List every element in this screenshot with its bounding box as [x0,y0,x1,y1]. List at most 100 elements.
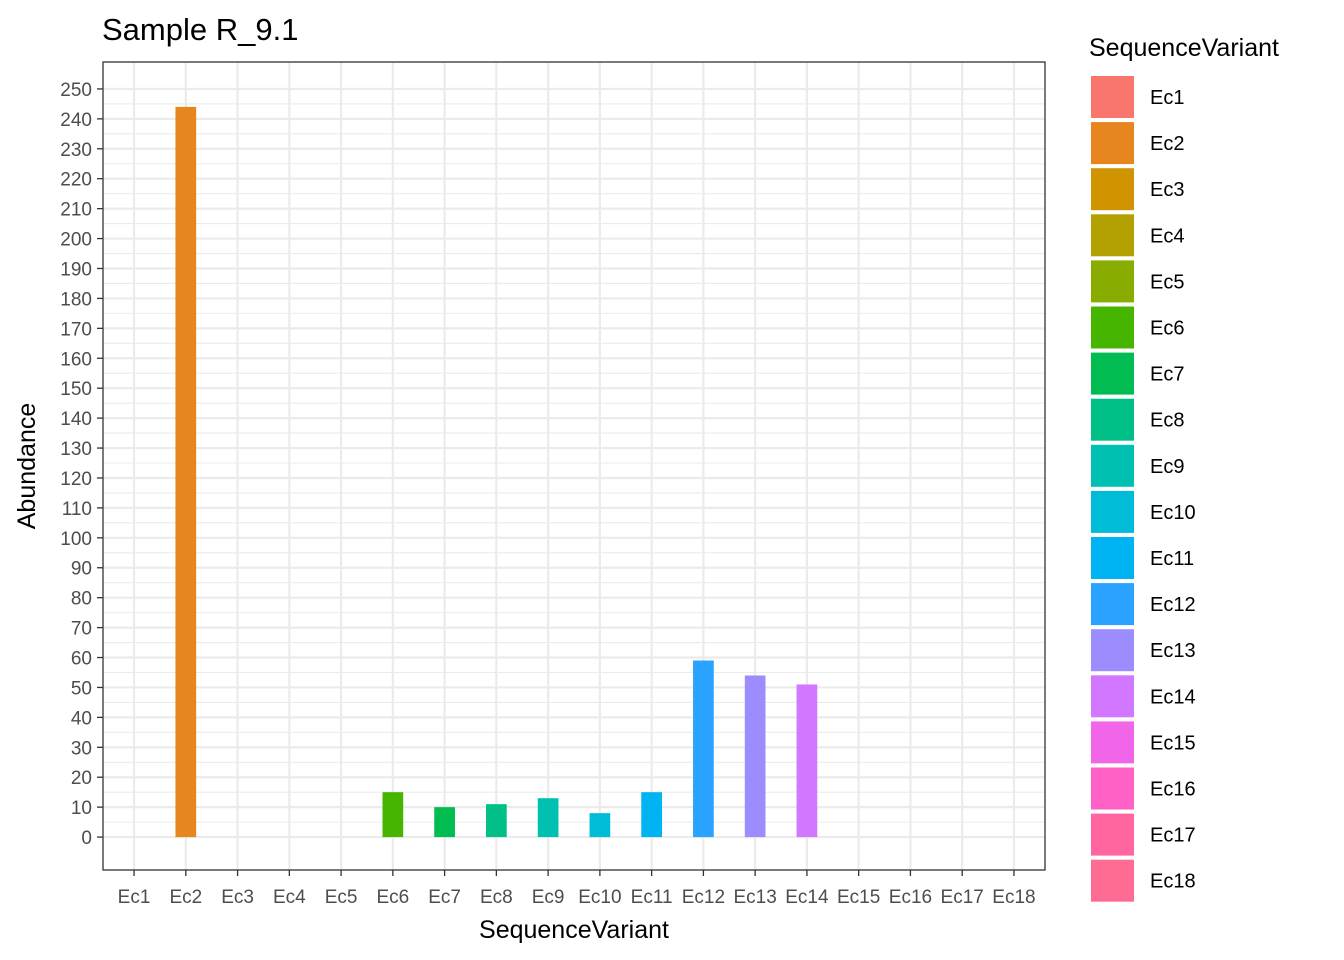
legend-key [1091,767,1134,810]
bar-ec7 [434,807,455,838]
legend-item-ec14: Ec14 [1091,675,1196,718]
x-tick-label: Ec7 [428,887,461,908]
legend-item-ec12: Ec12 [1091,583,1196,626]
y-tick-label: 250 [60,80,92,101]
legend-key [1091,813,1134,856]
x-tick-label: Ec9 [532,887,565,908]
bar-ec9 [537,798,559,838]
y-tick-label: 70 [71,619,92,640]
y-tick-label: 210 [60,200,92,221]
legend-item-ec6: Ec6 [1091,306,1184,349]
legend: SequenceVariant Ec1 Ec2 Ec3 Ec4 Ec5 Ec6 Ec7 Ec8… [1089,34,1279,902]
y-tick-label: 200 [60,230,92,251]
legend-key [1091,490,1134,533]
y-tick-label: 180 [60,289,92,310]
bar-ec12 [693,660,714,838]
x-tick-label: Ec10 [578,887,621,908]
y-tick-label: 230 [60,140,92,161]
y-tick-label: 190 [60,259,92,280]
legend-key [1091,76,1134,118]
plot-border [102,61,1046,871]
legend-item-ec1: Ec1 [1091,76,1184,118]
y-axis-title: Abundance [13,403,41,530]
x-tick-label: Ec5 [325,887,358,908]
legend-item-ec17: Ec17 [1091,813,1196,856]
x-tick-label: Ec18 [992,887,1035,908]
legend-key [1091,168,1134,211]
legend-item-ec15: Ec15 [1091,721,1196,764]
legend-label: Ec17 [1150,825,1196,847]
legend-item-ec4: Ec4 [1091,214,1184,257]
y-axis: 0 10 20 30 40 50 60 70 80 90 100 110 120 130 140 150 160… [60,80,103,849]
x-tick-label: Ec2 [169,887,202,908]
legend-label: Ec3 [1150,179,1184,201]
x-axis: Ec1 Ec2 Ec3 Ec4 Ec5 Ec6 Ec7 Ec8 Ec9 Ec10 Ec11 Ec12 E… [118,870,1036,908]
legend-key [1091,306,1134,349]
legend-key [1091,721,1134,764]
bar-ec11 [641,792,662,838]
legend-key [1091,537,1134,579]
y-tick-label: 100 [60,529,92,550]
y-tick-label: 220 [60,170,92,191]
bars [175,106,818,838]
legend-key [1091,675,1134,718]
x-tick-label: Ec17 [941,887,984,908]
y-tick-label: 30 [71,738,92,759]
y-tick-label: 90 [71,559,92,580]
legend-key [1091,444,1134,487]
legend-item-ec16: Ec16 [1091,767,1196,810]
bar-ec6 [382,792,404,838]
legend-item-ec8: Ec8 [1091,398,1184,441]
legend-item-ec10: Ec10 [1091,490,1196,533]
x-axis-title: SequenceVariant [479,916,669,944]
x-tick-label: Ec3 [221,887,254,908]
legend-label: Ec16 [1150,779,1196,801]
y-tick-label: 240 [60,110,92,131]
x-tick-label: Ec8 [480,887,513,908]
plot-panel [103,62,1045,870]
legend-label: Ec7 [1150,364,1184,386]
legend-item-ec13: Ec13 [1091,629,1196,672]
legend-key [1091,260,1134,303]
y-tick-label: 60 [71,649,92,670]
bar-ec13 [744,675,766,838]
legend-label: Ec13 [1150,640,1196,662]
x-tick-label: Ec1 [118,887,151,908]
y-tick-label: 170 [60,319,92,340]
chart-title: Sample R_9.1 [102,12,298,47]
legend-label: Ec15 [1150,732,1196,754]
legend-label: Ec5 [1150,271,1184,293]
legend-key [1091,214,1134,257]
legend-label: Ec14 [1150,686,1196,708]
legend-label: Ec4 [1150,225,1184,247]
legend-item-ec5: Ec5 [1091,260,1184,303]
legend-label: Ec18 [1150,871,1196,893]
legend-items: Ec1 Ec2 Ec3 Ec4 Ec5 Ec6 Ec7 Ec8 Ec9 Ec10 Ec11 Ec12 E… [1091,76,1196,902]
legend-item-ec9: Ec9 [1091,444,1184,487]
legend-label: Ec9 [1150,456,1184,478]
x-tick-label: Ec14 [785,887,829,908]
x-tick-label: Ec16 [889,887,932,908]
x-tick-label: Ec15 [837,887,880,908]
legend-label: Ec1 [1150,87,1184,109]
legend-key [1091,859,1134,902]
legend-key [1091,398,1134,441]
x-tick-label: Ec6 [376,887,409,908]
y-tick-label: 110 [62,499,92,520]
legend-item-ec7: Ec7 [1091,352,1184,395]
y-tick-label: 40 [71,708,92,729]
x-tick-label: Ec11 [631,887,673,908]
legend-item-ec3: Ec3 [1091,168,1184,211]
x-tick-label: Ec12 [682,887,725,908]
bar-ec8 [486,804,507,838]
legend-key [1091,122,1134,165]
bar-ec14 [796,684,818,838]
y-tick-label: 80 [71,589,92,610]
x-tick-label: Ec4 [273,887,306,908]
legend-item-ec18: Ec18 [1091,859,1196,902]
legend-label: Ec6 [1150,318,1184,340]
legend-key [1091,583,1134,626]
x-tick-label: Ec13 [733,887,776,908]
